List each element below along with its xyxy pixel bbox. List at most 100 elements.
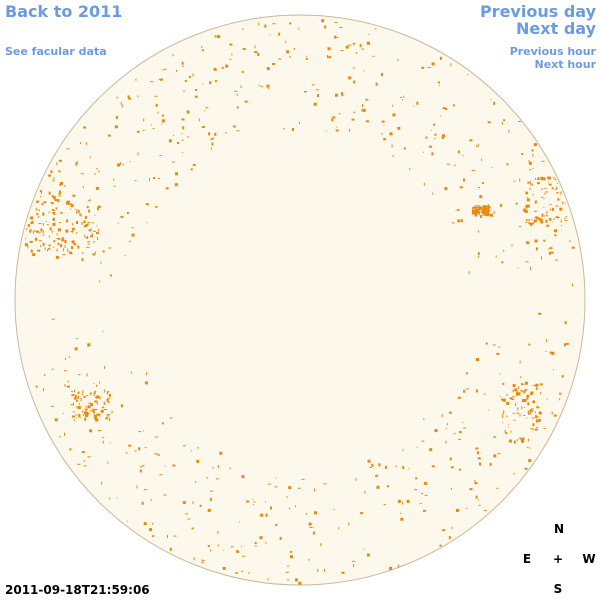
spot [554,179,557,181]
spot [363,548,365,550]
previous-day-link[interactable]: Previous day [479,2,596,21]
spot [101,481,103,485]
spot [77,391,80,394]
spot [490,99,492,100]
spot [499,373,501,375]
spot [82,252,84,255]
spot [207,545,210,547]
spot [67,200,70,203]
spot [29,229,32,231]
spot [537,217,539,220]
spot [519,225,521,227]
previous-hour-link[interactable]: Previous hour [509,45,596,58]
spot [517,121,521,122]
facular-link[interactable]: See facular data [5,45,107,58]
spot [107,391,110,393]
spot [272,63,276,65]
spot [96,232,99,235]
spot [506,394,508,396]
spot [515,202,518,205]
spot [108,401,109,403]
spot [540,176,544,180]
spot [98,228,100,231]
spot [466,508,468,509]
spot [512,396,515,398]
back-link[interactable]: Back to 2011 [5,2,123,21]
spot [551,187,554,190]
spot [442,107,446,110]
spot [516,412,520,414]
spot [49,227,52,231]
spot [222,567,226,570]
spot [192,163,196,166]
spot [142,129,145,131]
spot [103,366,105,369]
spot [433,123,436,126]
spot [481,182,484,185]
spot [56,249,58,251]
spot [99,396,101,400]
spot [493,454,497,458]
spot [102,406,104,409]
next-day-link[interactable]: Next day [516,19,596,38]
spot [91,233,93,236]
spot [97,207,99,211]
spot [476,205,479,207]
spot [525,191,528,195]
spot [485,205,488,207]
spot [325,130,327,132]
spot [105,417,109,420]
spot [25,238,26,240]
spot [559,398,561,401]
spot [380,133,383,135]
spot [521,153,524,155]
spot [34,238,37,241]
spot [507,426,509,428]
spot [144,489,147,491]
spot [210,147,212,150]
spot [478,206,482,208]
spot [241,475,245,479]
spot [217,530,219,534]
spot [109,274,112,277]
spot [37,249,41,252]
spot [526,219,530,221]
spot [517,407,519,411]
spot [406,499,410,503]
spot [97,170,100,172]
spot [485,213,487,217]
solar-disk [14,14,586,586]
spot [305,512,307,515]
spot [409,168,411,171]
spot [353,43,355,46]
spot [430,129,432,131]
spot [73,419,75,422]
spot [381,120,385,123]
spot [501,261,504,264]
spot [128,97,132,100]
spot [564,321,567,325]
spot [212,466,214,469]
spot [97,237,98,240]
spot [83,126,87,129]
spot [98,230,99,232]
spot [120,404,123,408]
spot [92,408,96,410]
spot [258,85,261,87]
spot [427,67,431,68]
next-hour-link[interactable]: Next hour [534,58,597,71]
spot [539,411,542,413]
spot [137,152,139,156]
spot [348,128,350,132]
spot [61,238,65,242]
spot [548,251,551,255]
spot [472,169,476,171]
spot [59,190,61,194]
spot [107,391,109,394]
spot [75,396,77,399]
spot [278,32,281,36]
spot [532,428,534,431]
spot [515,392,518,396]
spot [548,218,552,220]
spot [183,445,186,447]
